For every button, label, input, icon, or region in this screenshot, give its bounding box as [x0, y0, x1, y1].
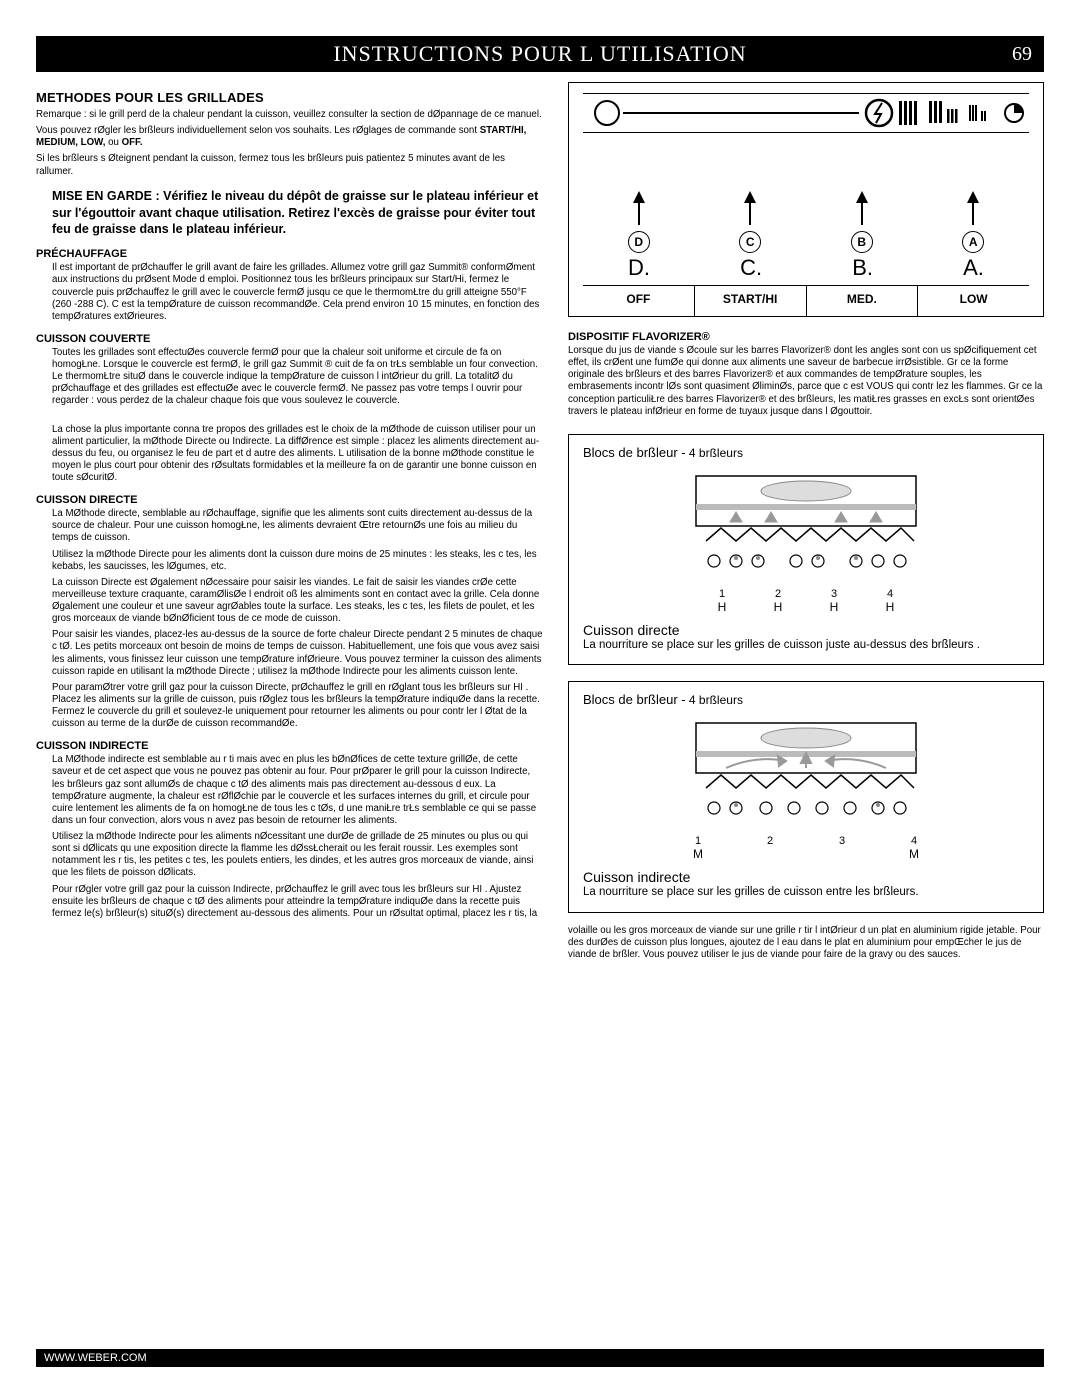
indirect-p1: La MØthode indirecte est semblable au r … [52, 754, 544, 827]
continuation-text: volaille ou les gros morceaux de viande … [568, 925, 1044, 961]
direct-p4: Pour saisir les viandes, placez-les au-d… [52, 629, 544, 678]
direct-p5: Pour paramØtrer votre grill gaz pour la … [52, 682, 544, 731]
indirect-cooking-diagram: Blocs de brßleur - 4 brßleurs [568, 681, 1044, 912]
title-bar: INSTRUCTIONS POUR L UTILISATION 69 [36, 36, 1044, 72]
covered-text: Toutes les grillades sont effectuØes cou… [52, 347, 544, 408]
direct-p1: La MØthode directe, semblable au rØchauf… [52, 508, 544, 544]
left-column: METHODES POUR LES GRILLADES Remarque : s… [36, 82, 544, 965]
knob-a: A [953, 191, 993, 249]
page-title: INSTRUCTIONS POUR L UTILISATION [333, 41, 746, 67]
direct-p3: La cuisson Directe est Øgalement nØcessa… [52, 577, 544, 626]
flavorizer-text: Lorsque du jus de viande s Øcoule sur le… [568, 345, 1044, 418]
preheating-text: Il est important de prØchauffer le grill… [52, 262, 544, 323]
direct-cooking-diagram: Blocs de brßleur - 4 brßleurs [568, 434, 1044, 665]
methods-heading: METHODES POUR LES GRILLADES [36, 90, 544, 105]
knob-b: B [842, 191, 882, 249]
knob-d: D [619, 191, 659, 249]
preheating-heading: PRÉCHAUFFAGE [36, 248, 544, 260]
flavorizer-heading: DISPOSITIF FLAVORIZER® [568, 331, 1044, 343]
direct-grill-icon [666, 466, 946, 586]
gauge-row [583, 93, 1029, 133]
method-intro: La chose la plus importante conna tre pr… [52, 424, 544, 485]
grease-warning: MISE EN GARDE : Vérifiez le niveau du dé… [52, 188, 544, 239]
knob-c: C [730, 191, 770, 249]
right-column: D C B A D. [568, 82, 1044, 965]
setting-row: OFF START/HI MED. LOW [583, 285, 1029, 316]
page-number: 69 [1012, 43, 1032, 66]
footer-url: WWW.WEBER.COM [36, 1349, 1044, 1367]
covered-heading: CUISSON COUVERTE [36, 333, 544, 345]
indirect-p2: Utilisez la mØthode Indirecte pour les a… [52, 831, 544, 880]
relight-text: Si les brßleurs s Øteignent pendant la c… [36, 153, 544, 177]
direct-p2: Utilisez la mØthode Directe pour les ali… [52, 549, 544, 573]
control-panel-diagram: D C B A D. [568, 82, 1044, 317]
settings-text: Vous pouvez rØgler les brßleurs individu… [36, 125, 544, 149]
direct-heading: CUISSON DIRECTE [36, 494, 544, 506]
remark-text: Remarque : si le grill perd de la chaleu… [36, 109, 544, 121]
indirect-p3: Pour rØgler votre grill gaz pour la cuis… [52, 884, 544, 920]
indirect-grill-icon [666, 713, 946, 833]
indirect-heading: CUISSON INDIRECTE [36, 740, 544, 752]
